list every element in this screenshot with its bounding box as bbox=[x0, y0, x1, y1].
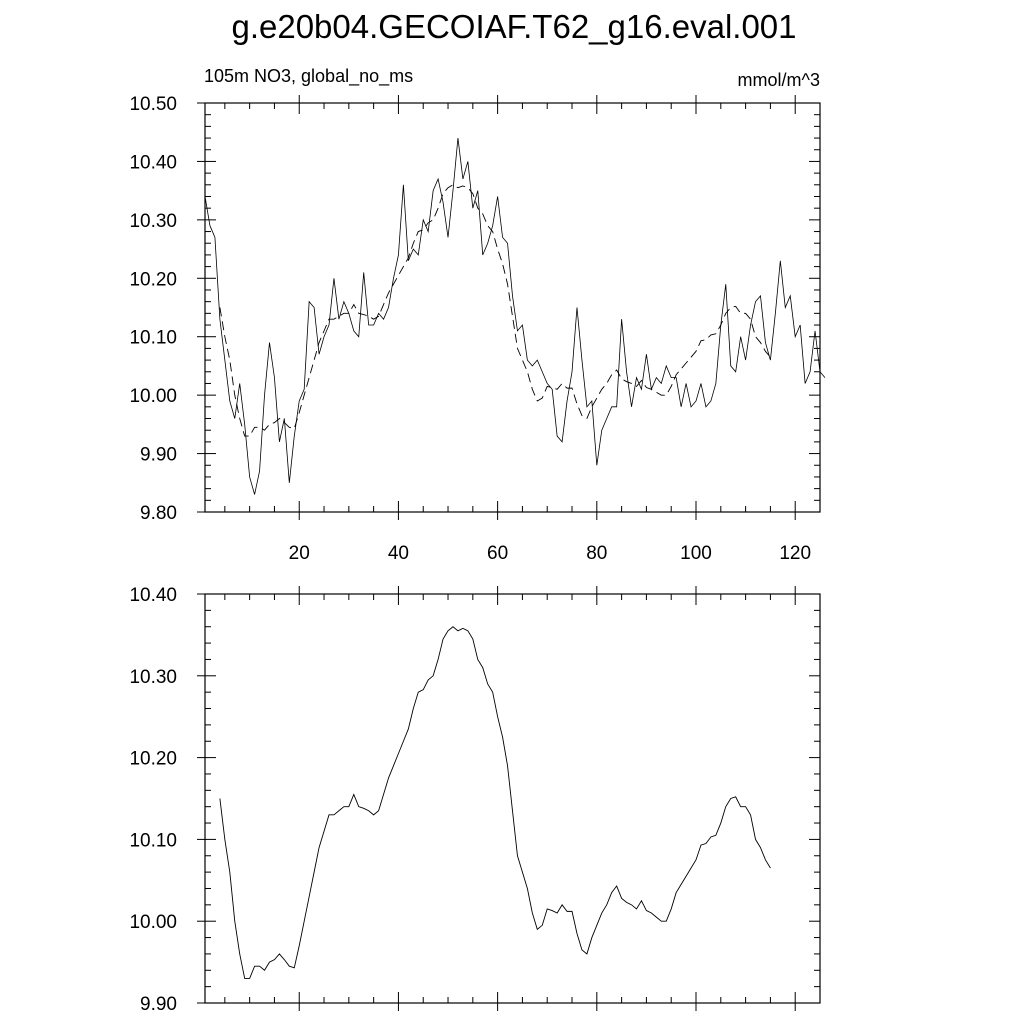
bottom-ytick-label: 10.30 bbox=[129, 667, 177, 688]
bottom-ytick-label: 10.00 bbox=[129, 912, 177, 933]
bottom-ytick-label: 10.10 bbox=[129, 830, 177, 851]
top-xtick-label: 60 bbox=[487, 543, 508, 564]
bottom-plot-frame bbox=[204, 593, 821, 1004]
bottom-ytick-label: 9.90 bbox=[140, 994, 177, 1015]
bottom-ytick-label: 10.40 bbox=[129, 585, 177, 606]
bottom-panel: 9.90 10.00 10.10 10.20 10.30 10.40 bbox=[129, 585, 821, 1015]
top-ytick-label: 10.00 bbox=[129, 386, 177, 407]
top-ytick-label: 10.10 bbox=[129, 328, 177, 349]
top-plot-frame bbox=[204, 102, 821, 513]
top-ytick-label: 9.80 bbox=[140, 503, 177, 524]
top-ytick-label: 10.20 bbox=[129, 269, 177, 290]
bottom-ticks bbox=[197, 586, 821, 1011]
top-panel: 105m NO3, global_no_ms mmol/m^3 9.80 9.90… bbox=[129, 66, 826, 564]
top-ytick-label: 10.40 bbox=[129, 152, 177, 173]
bottom-series-solid bbox=[219, 626, 771, 979]
top-ytick-labels: 9.80 9.90 10.00 10.10 10.20 10.30 10.40 10.50 bbox=[129, 94, 177, 524]
figure-title: g.e20b04.GECOIAF.T62_g16.eval.001 bbox=[231, 8, 796, 45]
top-series-group bbox=[204, 138, 826, 495]
top-xtick-label: 20 bbox=[289, 543, 310, 564]
top-xtick-label: 120 bbox=[779, 543, 811, 564]
bottom-ytick-label: 10.20 bbox=[129, 749, 177, 770]
bottom-series-group bbox=[219, 626, 771, 979]
top-xtick-label: 40 bbox=[388, 543, 409, 564]
top-xtick-label: 100 bbox=[680, 543, 712, 564]
top-left-label: 105m NO3, global_no_ms bbox=[204, 66, 413, 87]
top-xtick-label: 80 bbox=[586, 543, 607, 564]
top-ytick-label: 9.90 bbox=[140, 445, 177, 466]
top-series-dashed bbox=[219, 184, 771, 437]
top-ytick-label: 10.30 bbox=[129, 211, 177, 232]
bottom-ytick-labels: 9.90 10.00 10.10 10.20 10.30 10.40 bbox=[129, 585, 177, 1015]
top-ytick-label: 10.50 bbox=[129, 94, 177, 115]
top-ticks bbox=[197, 95, 821, 520]
top-xtick-labels: 20 40 60 80 100 120 bbox=[289, 543, 811, 564]
top-series-solid-thin bbox=[204, 138, 826, 495]
top-right-label: mmol/m^3 bbox=[738, 70, 820, 90]
